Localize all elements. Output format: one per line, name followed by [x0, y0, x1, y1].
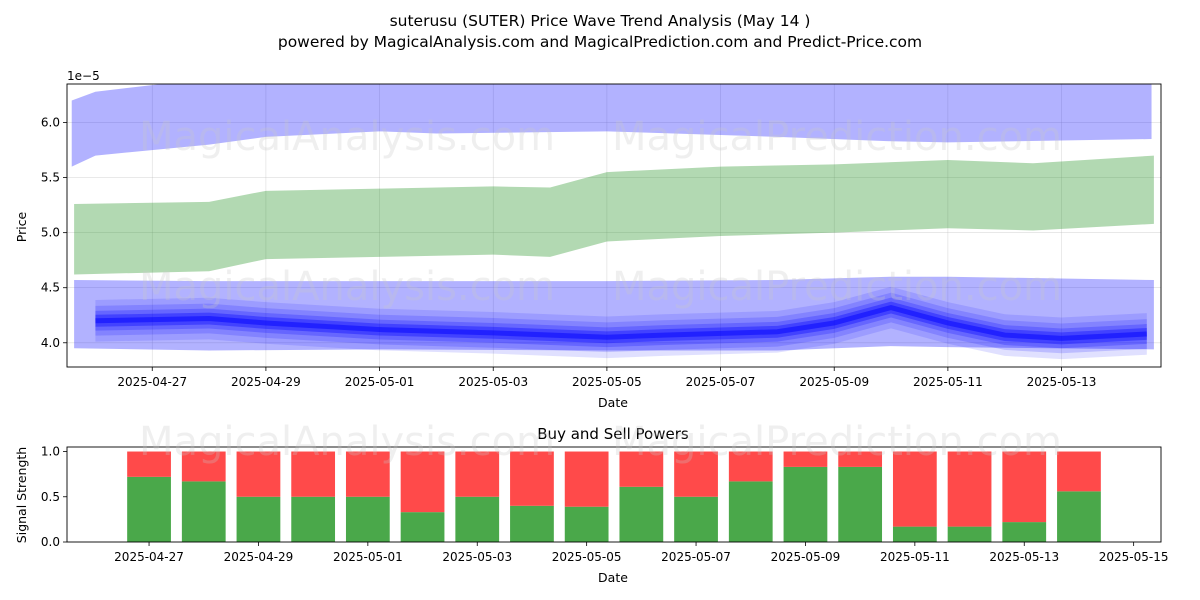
price-x-axis-label: Date — [598, 395, 628, 410]
price-panel: 2025-04-27 2025-04-29 2025-05-01 2025-05-03… — [41, 83, 1162, 389]
signal-y-axis-label: Signal Strength — [14, 447, 29, 543]
signal-plot-frame — [66, 446, 1162, 543]
price-y-tick-label: 4.0 — [41, 336, 60, 350]
upper-band — [71, 84, 1152, 167]
price-x-tick-label: 2025-05-13 — [1027, 375, 1097, 389]
price-y-tick-label: 6.0 — [41, 116, 60, 130]
signal-panel-title: Buy and Sell Powers — [537, 425, 689, 443]
sell-bar — [783, 451, 828, 467]
price-x-tick-label: 2025-05-01 — [345, 375, 415, 389]
sell-bar — [181, 451, 226, 482]
middle-band — [74, 155, 1154, 275]
signal-y-tick-label: 1.0 — [41, 445, 60, 459]
watermark-text: MagicalPrediction.com — [612, 264, 1062, 310]
buy-bar — [564, 506, 609, 542]
sell-bar — [345, 451, 390, 497]
sell-bar — [892, 451, 937, 527]
price-x-tick-label: 2025-05-11 — [913, 375, 983, 389]
sell-bar — [127, 451, 171, 477]
buy-bar — [291, 496, 336, 542]
price-x-tick-label: 2025-05-03 — [458, 375, 528, 389]
watermark-text: MagicalPrediction.com — [612, 114, 1062, 160]
signal-x-tick-label: 2025-04-27 — [114, 550, 184, 564]
sell-bar — [510, 451, 554, 506]
wave-center-line — [95, 304, 1147, 341]
chart-title: suterusu (SUTER) Price Wave Trend Analys… — [390, 12, 811, 30]
sell-bar — [455, 451, 500, 497]
buy-bar — [892, 526, 937, 542]
wave-ribbon-3 — [95, 301, 1147, 345]
sell-bar — [400, 451, 445, 513]
buy-bar — [728, 481, 773, 542]
sell-bar — [728, 451, 773, 482]
price-x-tick-label: 2025-04-27 — [117, 375, 187, 389]
buy-bar — [1002, 522, 1047, 542]
price-plot-frame — [66, 83, 1162, 368]
sell-bar — [291, 451, 336, 497]
signal-x-tick-label: 2025-05-03 — [442, 550, 512, 564]
signal-y-tick-label: 0.0 — [41, 535, 60, 549]
sell-bar — [838, 451, 883, 467]
sell-bar — [1002, 451, 1047, 523]
signal-x-tick-label: 2025-05-05 — [552, 550, 622, 564]
price-x-tick-label: 2025-05-09 — [799, 375, 869, 389]
sell-bar — [564, 451, 609, 507]
buy-bar — [127, 476, 171, 542]
signal-x-tick-label: 2025-05-09 — [771, 550, 841, 564]
price-offset-text: 1e−5 — [67, 69, 100, 83]
chart-subtitle: powered by MagicalAnalysis.com and Magic… — [278, 33, 922, 51]
sell-bar — [674, 451, 718, 497]
watermark-text: MagicalPrediction.com — [612, 419, 1062, 465]
sell-bar — [947, 451, 992, 527]
signal-y-tick-label: 0.5 — [41, 490, 60, 504]
price-y-tick-label: 4.5 — [41, 281, 60, 295]
price-y-tick-label: 5.0 — [41, 226, 60, 240]
signal-x-tick-label: 2025-05-01 — [333, 550, 403, 564]
buy-bar — [783, 466, 828, 542]
signal-x-tick-label: 2025-05-15 — [1099, 550, 1169, 564]
watermark-text: MagicalAnalysis.com — [139, 419, 555, 465]
price-x-tick-label: 2025-04-29 — [231, 375, 301, 389]
watermark-text: MagicalAnalysis.com — [139, 264, 555, 310]
buy-bar — [619, 486, 664, 542]
signal-x-tick-label: 2025-05-13 — [989, 550, 1059, 564]
price-x-tick-label: 2025-05-05 — [572, 375, 642, 389]
buy-bar — [947, 526, 992, 542]
buy-bar — [674, 496, 718, 542]
signal-x-tick-label: 2025-05-11 — [880, 550, 950, 564]
buy-bar — [181, 481, 226, 542]
sell-bar — [619, 451, 664, 487]
sell-bar — [236, 451, 281, 497]
buy-bar — [455, 496, 500, 542]
price-plot-area — [67, 84, 1161, 367]
wave-ribbon-0 — [95, 286, 1147, 360]
buy-bar — [236, 496, 281, 542]
signal-x-tick-label: 2025-05-07 — [661, 550, 731, 564]
buy-bar — [345, 496, 390, 542]
sell-bar — [1057, 451, 1101, 492]
price-y-tick-label: 5.5 — [41, 171, 60, 185]
buy-bar — [1057, 491, 1101, 542]
signal-x-axis-label: Date — [598, 570, 628, 585]
watermark-text: MagicalAnalysis.com — [139, 114, 555, 160]
signal-panel: 2025-04-27 2025-04-29 2025-05-01 2025-05-03… — [41, 445, 1169, 564]
buy-bar — [510, 505, 554, 542]
price-x-tick-label: 2025-05-07 — [686, 375, 756, 389]
buy-bar — [838, 466, 883, 542]
signal-x-tick-label: 2025-04-29 — [224, 550, 294, 564]
price-y-axis-label: Price — [14, 211, 29, 242]
lower-band — [74, 276, 1154, 351]
buy-bar — [400, 512, 445, 542]
